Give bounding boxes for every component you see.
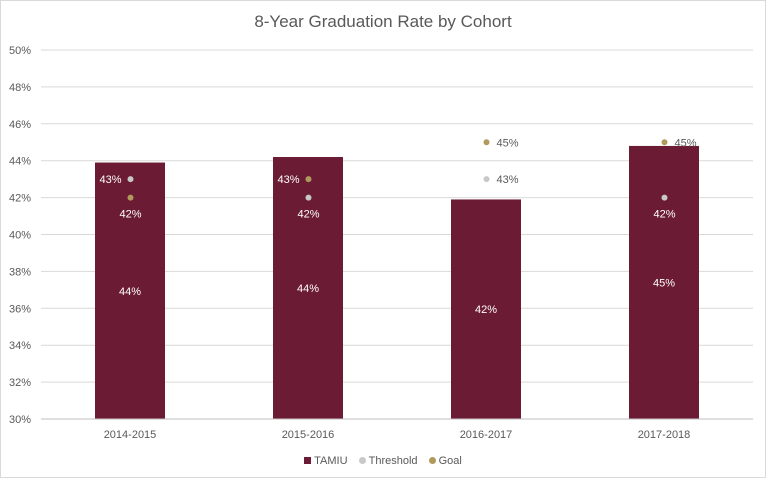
y-tick-label: 30% bbox=[9, 414, 31, 426]
y-tick-label: 34% bbox=[9, 340, 31, 352]
marker-goal bbox=[305, 176, 312, 183]
data-label-tamiu: 42% bbox=[475, 304, 497, 316]
chart-title: 8-Year Graduation Rate by Cohort bbox=[254, 12, 512, 31]
y-tick-label: 40% bbox=[9, 230, 31, 242]
data-label-threshold: 42% bbox=[297, 209, 319, 221]
legend-label-tamiu: TAMIU bbox=[314, 455, 348, 467]
y-tick-label: 48% bbox=[9, 82, 31, 94]
data-label-threshold: 43% bbox=[99, 174, 121, 186]
x-tick-label: 2014-2015 bbox=[104, 429, 157, 441]
x-tick-label: 2017-2018 bbox=[638, 429, 691, 441]
legend-label-goal: Goal bbox=[438, 455, 462, 467]
y-tick-label: 46% bbox=[9, 119, 31, 131]
data-label-tamiu: 45% bbox=[653, 277, 675, 289]
legend-item-goal: Goal bbox=[428, 455, 462, 467]
marker-threshold bbox=[661, 194, 668, 201]
data-label-goal: 45% bbox=[497, 137, 519, 149]
data-label-threshold: 43% bbox=[497, 174, 519, 186]
data-label-tamiu: 44% bbox=[297, 283, 319, 295]
data-label-tamiu: 44% bbox=[119, 286, 141, 298]
marker-goal bbox=[483, 139, 490, 146]
y-tick-label: 44% bbox=[9, 156, 31, 168]
legend-item-threshold: Threshold bbox=[358, 455, 418, 467]
x-tick-label: 2016-2017 bbox=[460, 429, 513, 441]
bar-tamiu bbox=[451, 199, 521, 419]
y-tick-label: 50% bbox=[9, 45, 31, 57]
data-label-threshold: 42% bbox=[653, 209, 675, 221]
legend-swatch-threshold bbox=[358, 457, 366, 464]
y-tick-label: 42% bbox=[9, 193, 31, 205]
marker-goal bbox=[661, 139, 668, 146]
legend-item-tamiu: TAMIU bbox=[304, 455, 348, 467]
marker-threshold bbox=[483, 176, 490, 183]
marker-threshold bbox=[305, 194, 312, 201]
bar-tamiu bbox=[273, 157, 343, 419]
legend-swatch-tamiu bbox=[304, 457, 312, 464]
legend-swatch-goal bbox=[428, 457, 436, 464]
legend-label-threshold: Threshold bbox=[368, 455, 418, 467]
marker-goal bbox=[127, 194, 134, 201]
marker-threshold bbox=[127, 176, 134, 183]
data-label-goal: 42% bbox=[119, 209, 141, 221]
y-tick-label: 38% bbox=[9, 266, 31, 278]
data-label-goal: 45% bbox=[675, 137, 697, 149]
x-tick-label: 2015-2016 bbox=[282, 429, 335, 441]
y-tick-label: 36% bbox=[9, 303, 31, 315]
y-tick-label: 32% bbox=[9, 377, 31, 389]
bar-tamiu bbox=[95, 162, 165, 420]
bar-tamiu bbox=[629, 145, 699, 419]
data-label-goal: 43% bbox=[277, 174, 299, 186]
chart-legend: TAMIU Threshold Goal bbox=[0, 455, 766, 467]
